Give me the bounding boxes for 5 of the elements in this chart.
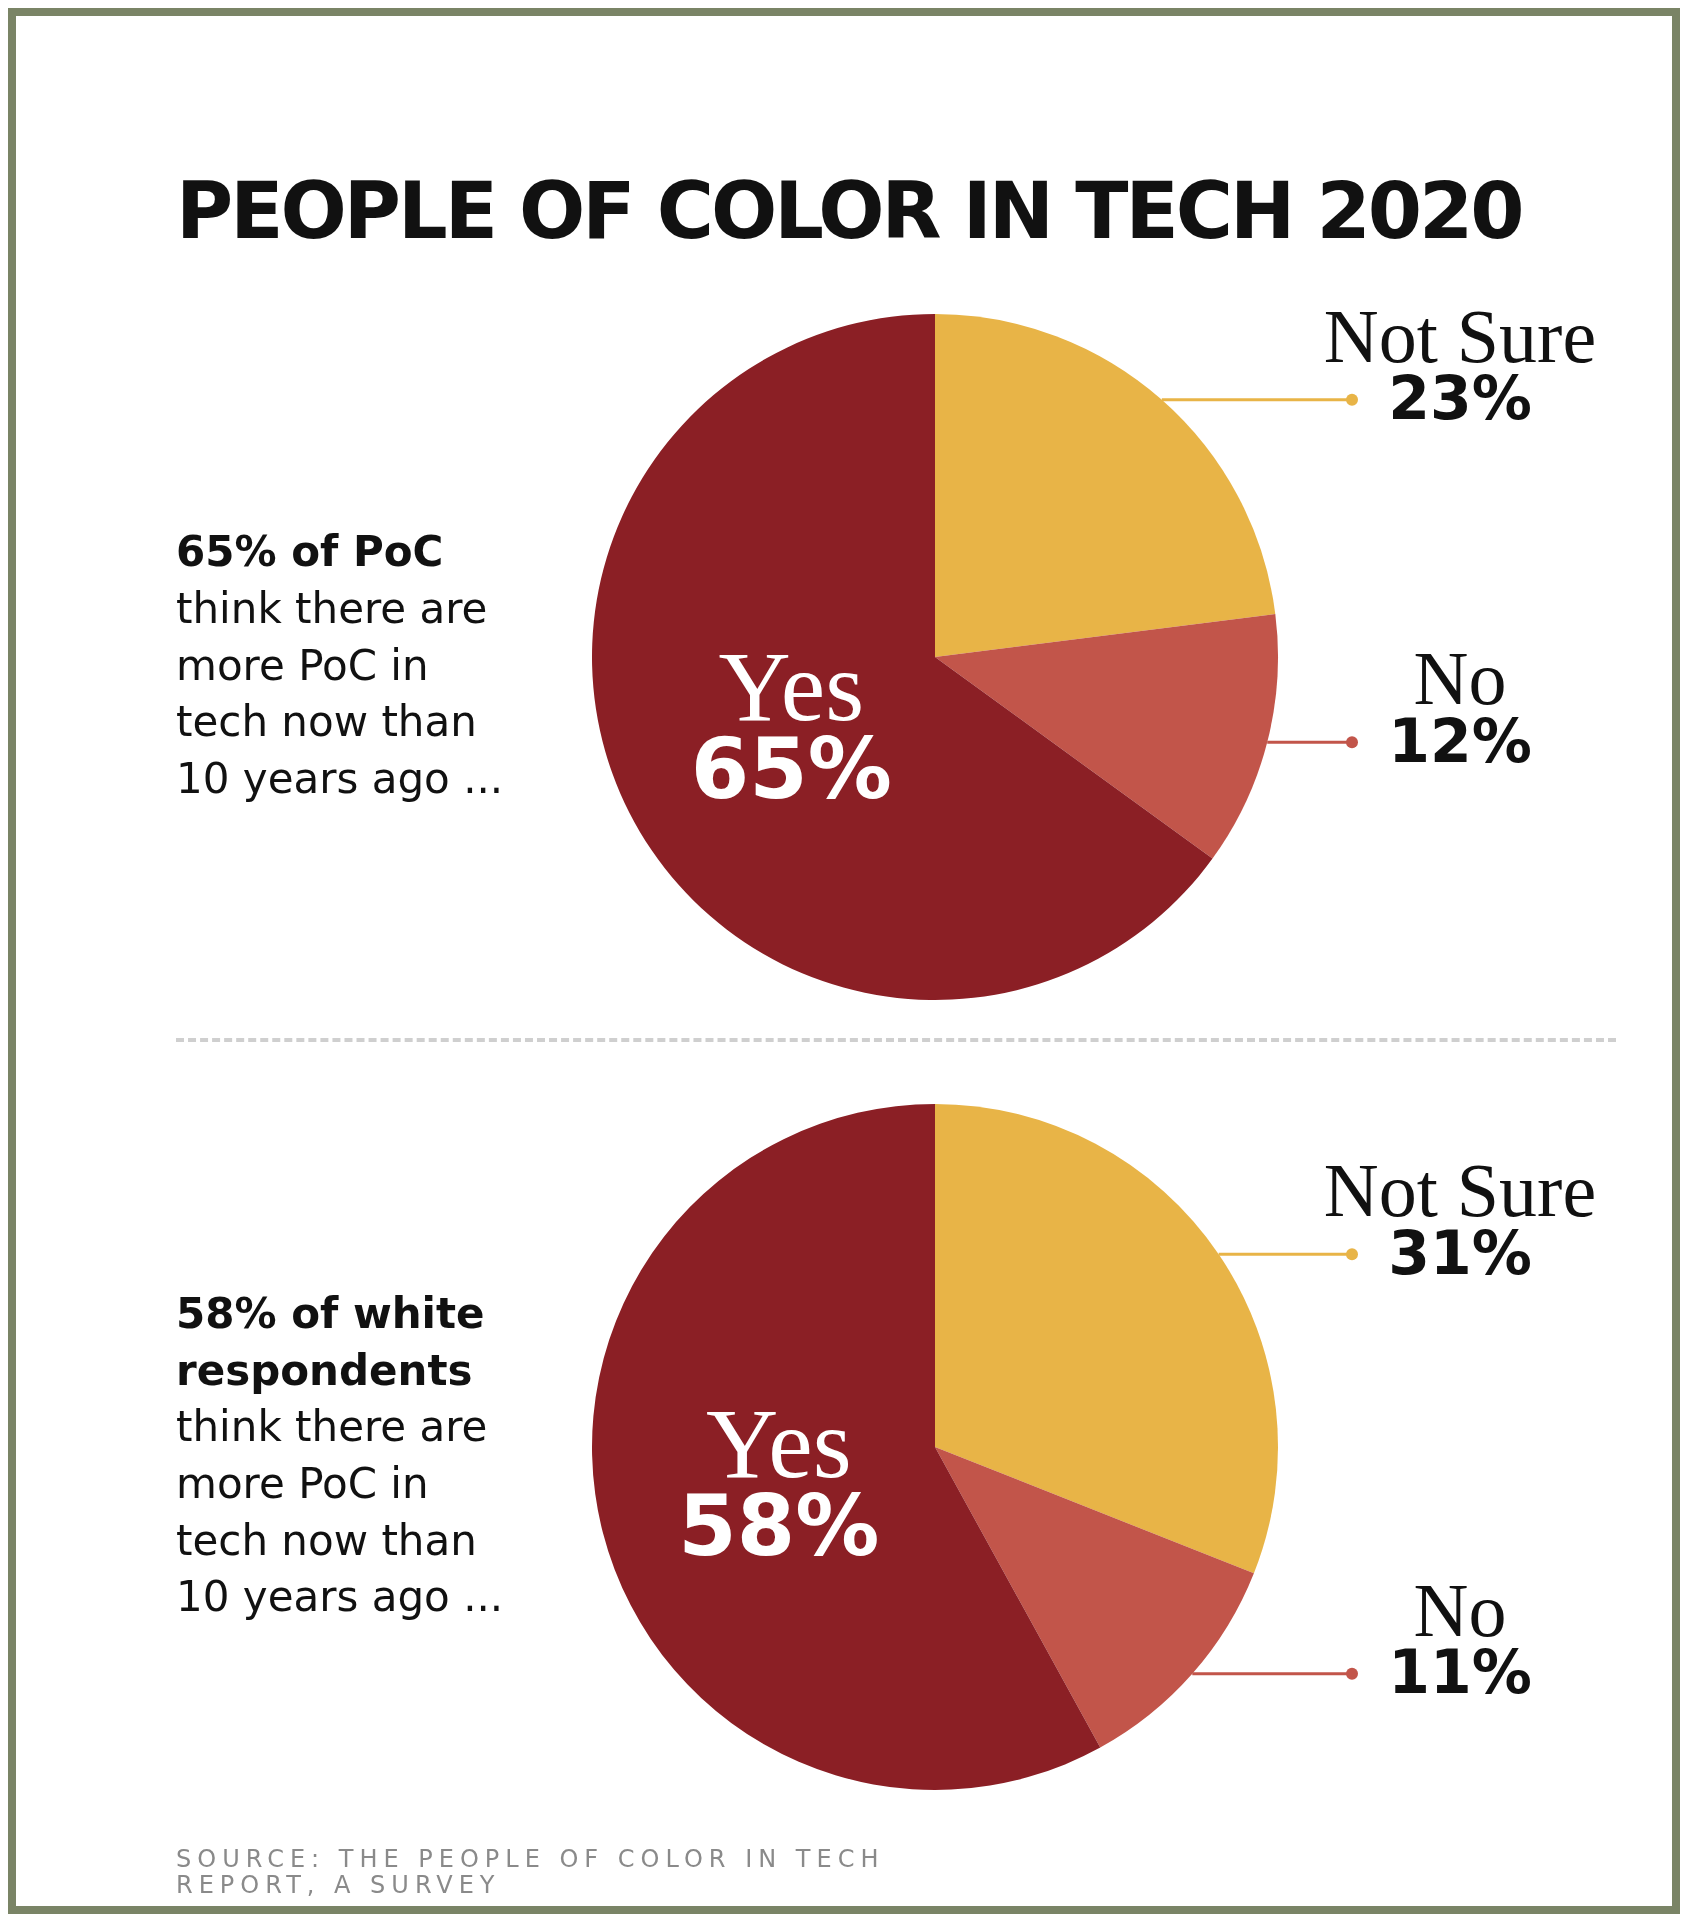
text: think there are more PoC in tech now than 10 years ago ... (176, 582, 505, 806)
text: think there are more PoC in tech now than 10 years ago ... (176, 1401, 505, 1624)
source-note: SOURCE: THE PEOPLE OF COLOR IN TECH REPORT, A SURVEY (176, 1845, 886, 1900)
text: 65% of PoC (176, 526, 445, 579)
chart-title: PEOPLE OF COLOR IN TECH 2020 (176, 166, 1522, 256)
